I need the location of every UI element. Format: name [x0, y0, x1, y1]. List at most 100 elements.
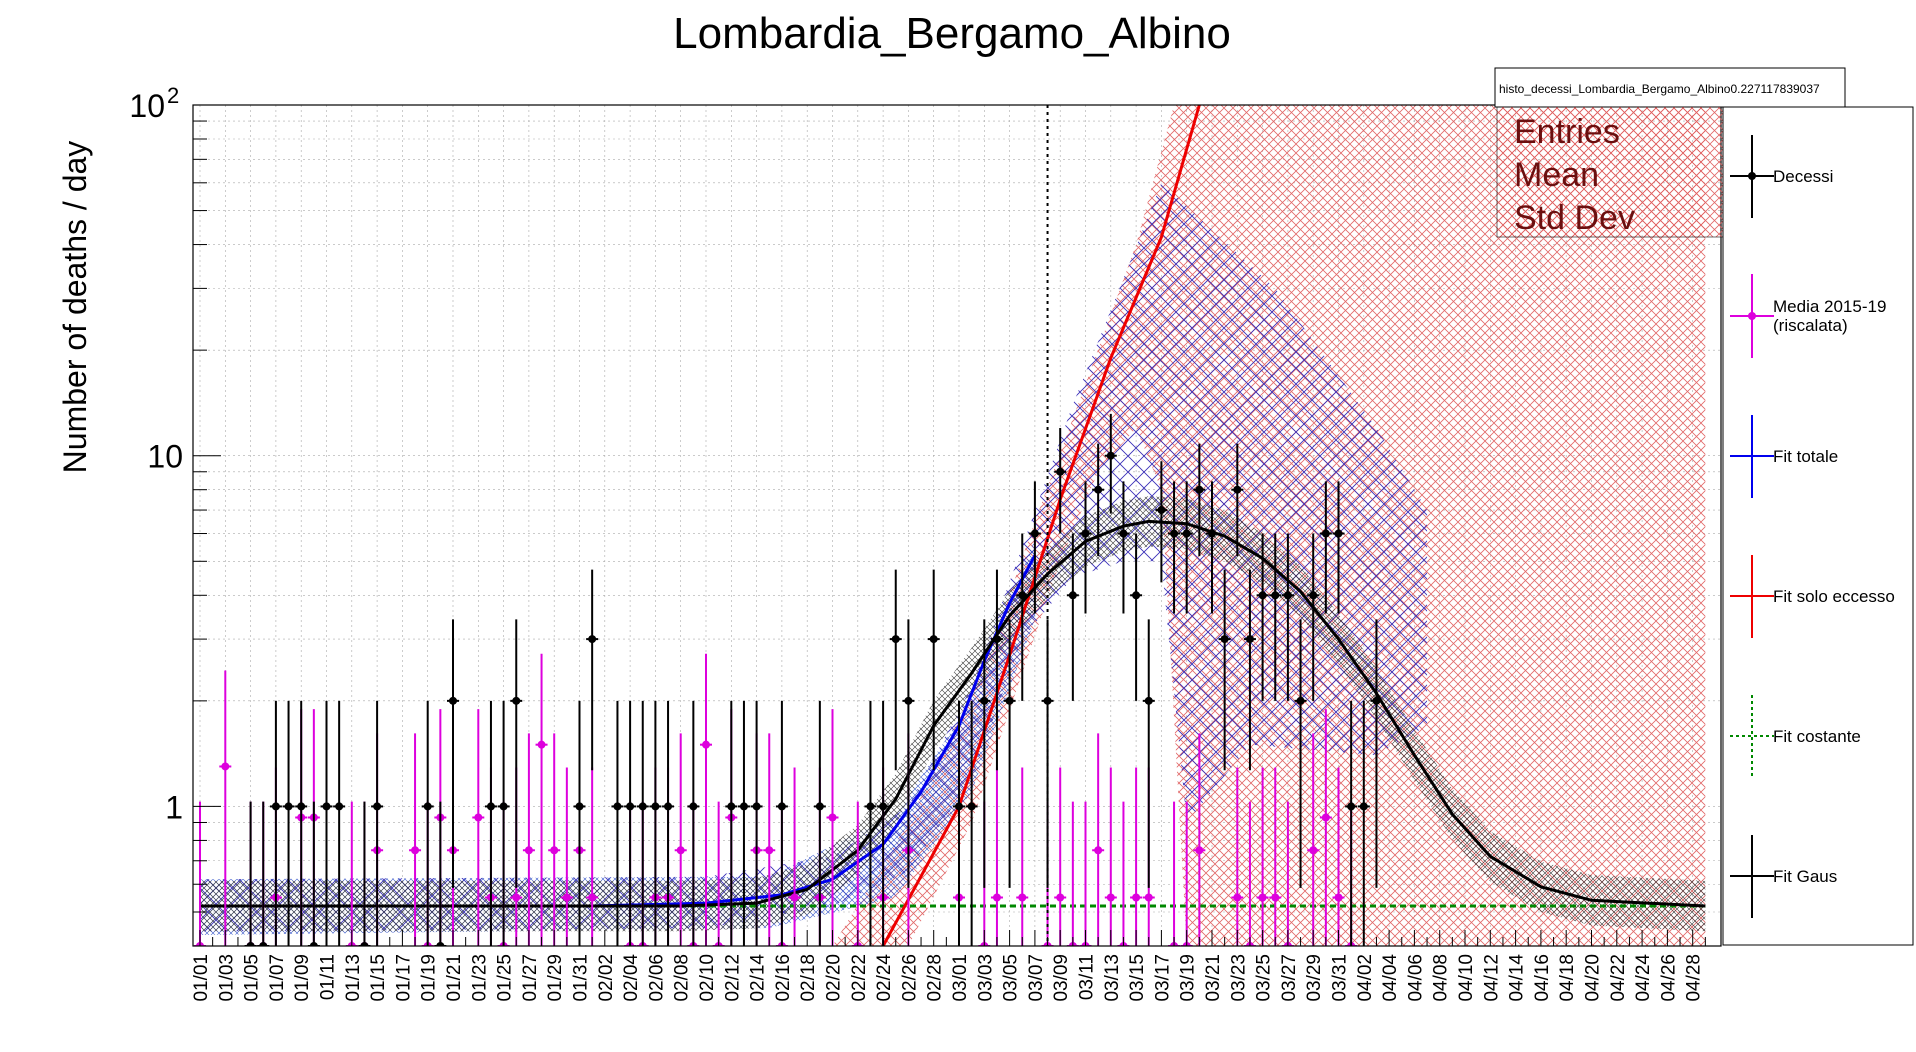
x-tick-label: 04/12: [1481, 954, 1502, 1002]
band-fit-gaus: [200, 496, 1706, 932]
decessi-marker: [1195, 485, 1204, 494]
media-marker: [1233, 893, 1242, 902]
x-tick-label: 04/20: [1583, 954, 1604, 1002]
decessi-marker: [1208, 529, 1216, 538]
decessi-point: [1281, 533, 1294, 701]
x-tick-label: 03/05: [1001, 954, 1022, 1002]
decessi-marker: [1220, 635, 1229, 644]
decessi-marker: [486, 802, 495, 811]
media-marker: [1321, 813, 1330, 822]
x-tick-label: 04/26: [1658, 954, 1679, 1002]
x-tick-label: 02/06: [646, 954, 667, 1002]
x-tick-label: 04/02: [1355, 954, 1376, 1002]
plot-border: [192, 104, 1722, 947]
x-tick-label: 03/29: [1304, 954, 1325, 1002]
x-tick-label: 03/15: [1127, 954, 1148, 1002]
media-marker: [1106, 893, 1115, 902]
decessi-point: [1155, 461, 1168, 583]
decessi-marker: [335, 802, 344, 811]
x-tick-label: 02/28: [925, 954, 946, 1002]
stats-entries: Entries: [1514, 113, 1620, 151]
decessi-point: [1193, 443, 1206, 557]
x-tick-label: 02/26: [899, 954, 920, 1002]
decessi-point: [775, 700, 788, 946]
media-point: [1168, 801, 1181, 946]
decessi-marker: [613, 802, 622, 811]
decessi-point: [1054, 427, 1067, 534]
decessi-marker: [297, 802, 306, 811]
x-tick-label: 01/23: [469, 954, 490, 1002]
decessi-point: [611, 700, 624, 946]
decessi-point: [649, 700, 662, 946]
decessi-point: [1294, 619, 1307, 888]
x-tick-label: 04/08: [1431, 954, 1452, 1002]
media-point: [1193, 733, 1206, 946]
media-point: [219, 670, 232, 946]
media-marker: [828, 813, 837, 822]
x-tick-label: 03/11: [1077, 954, 1098, 1000]
media-point: [586, 767, 599, 946]
legend-entry-media: Media 2015-19 (riscalata): [1730, 274, 1886, 358]
decessi-point: [573, 700, 586, 946]
decessi-point: [1243, 569, 1256, 771]
decessi-point: [1345, 700, 1358, 946]
decessi-marker: [1144, 696, 1153, 705]
x-tick-label: 04/24: [1633, 954, 1654, 1002]
media-point: [763, 733, 776, 946]
decessi-marker: [955, 802, 963, 811]
media-point: [1092, 733, 1105, 946]
decessi-marker: [1081, 529, 1090, 538]
decessi-marker: [752, 802, 761, 811]
media-point: [472, 709, 485, 946]
y-tick-label-exponent: 2: [167, 83, 179, 108]
media-point: [826, 709, 839, 946]
stats-mean: Mean: [1514, 156, 1599, 194]
x-tick-label: 01/07: [267, 954, 288, 1002]
legend-entry-fit-totale: Fit totale: [1730, 415, 1838, 498]
media-point: [1319, 709, 1332, 946]
decessi-marker: [512, 696, 521, 705]
media-point: [1231, 767, 1244, 946]
decessi-point: [965, 700, 978, 946]
decessi-marker: [980, 696, 989, 705]
decessi-point: [978, 619, 991, 888]
x-tick-label: 03/21: [1203, 954, 1224, 1002]
x-tick-label: 02/22: [849, 954, 870, 1002]
decessi-point: [421, 700, 434, 946]
x-tick-label: 01/21: [444, 954, 465, 1002]
decessi-point: [1307, 533, 1320, 701]
media-point: [1117, 801, 1130, 946]
x-tick-label: 03/19: [1178, 954, 1199, 1002]
media-marker: [1271, 893, 1280, 902]
decessi-marker: [373, 802, 382, 811]
x-tick-label: 04/28: [1684, 954, 1705, 1002]
decessi-marker: [1258, 591, 1267, 600]
legend-entry-fit-costante: Fit costante: [1730, 695, 1861, 778]
media-point: [1256, 767, 1269, 946]
decessi-marker: [626, 802, 635, 811]
decessi-point: [497, 700, 510, 946]
decessi-point: [1168, 481, 1181, 614]
media-marker: [790, 893, 799, 902]
decessi-point: [1319, 481, 1332, 614]
decessi-point: [1142, 619, 1155, 888]
x-tick-label: 03/13: [1102, 954, 1123, 1002]
x-tick-label: 04/10: [1456, 954, 1477, 1002]
media-marker: [1195, 846, 1204, 855]
x-tick-label: 04/14: [1507, 954, 1528, 1002]
decessi-point: [636, 700, 649, 946]
decessi-marker: [284, 802, 293, 811]
decessi-marker: [1359, 802, 1368, 811]
x-tick-label: 02/24: [874, 954, 895, 1002]
decessi-point: [1180, 481, 1193, 614]
stats-box-name: histo_decessi_Lombardia_Bergamo_Albino0.…: [1499, 82, 1820, 96]
decessi-point: [813, 700, 826, 946]
y-tick-label: 10: [147, 439, 183, 475]
x-tick-label: 02/08: [672, 954, 693, 1002]
decessi-marker: [992, 635, 1001, 644]
x-tick-label: 01/31: [571, 954, 592, 1002]
media-point: [409, 733, 422, 946]
decessi-marker: [1056, 467, 1065, 476]
x-tick-label: 04/18: [1557, 954, 1578, 1002]
x-tick-label: 04/06: [1405, 954, 1426, 1002]
